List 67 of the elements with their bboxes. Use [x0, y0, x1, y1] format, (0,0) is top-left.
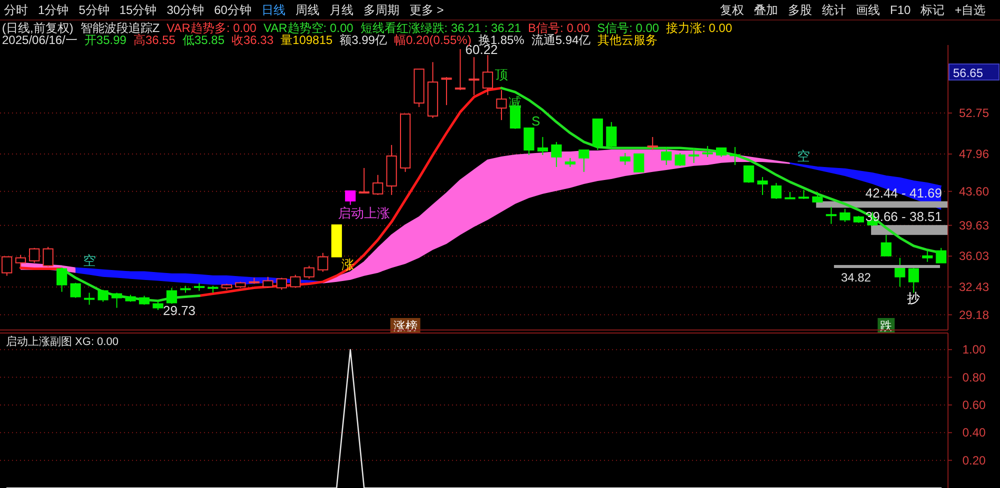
text: 分时 [4, 2, 28, 18]
annotation: 开35.99 [84, 32, 126, 48]
annotation: 高36.55 [133, 32, 176, 48]
annotation: 空 [797, 148, 810, 164]
text: 多周期 [363, 2, 400, 18]
annotation: 减 [508, 94, 522, 110]
y-tick-label: 36.03 [958, 249, 990, 264]
candlestick [386, 144, 397, 196]
annotation: 低35.85 [182, 32, 224, 48]
candlestick [496, 90, 507, 121]
candlestick [468, 56, 480, 96]
text: VAR趋势空: 0.00 [263, 20, 354, 34]
annotation: 幅0.20(0.55%) [394, 32, 472, 46]
y-tick-label: 0.40 [962, 426, 986, 440]
text: 1分钟 [38, 2, 69, 18]
text: VAR趋势多: 0.00 [166, 20, 256, 34]
y-tick-label: 47.96 [958, 147, 990, 162]
y-tick-label: 1.00 [962, 342, 986, 357]
text: 智能波段追踪Z [80, 20, 160, 34]
annotation: 换1.85% [478, 32, 524, 46]
text: 复权 [720, 2, 744, 18]
text: 统计 [822, 2, 846, 18]
chart-title: 启动上涨副图 XG: 0.00 [6, 335, 118, 348]
annotation: 额3.99亿 [340, 32, 387, 48]
text: 多股 [788, 2, 812, 18]
annotation: 流通5.94亿 [531, 32, 591, 48]
annotation: 顶 [494, 67, 508, 82]
annotation: 空 [82, 252, 96, 268]
text: 日线 [261, 2, 286, 18]
ref-line-label: 34.82 [840, 270, 872, 284]
text: 56.65 [953, 66, 984, 80]
annotation: 收36.33 [232, 32, 274, 48]
text: 60分钟 [214, 2, 252, 18]
annotation: 抄 [907, 290, 920, 306]
annotation: 启动上涨 [338, 206, 390, 221]
y-tick-label: 52.75 [958, 106, 990, 120]
y-tick-label: 32.43 [958, 280, 990, 294]
annotation: 量109815 [280, 32, 333, 48]
text: 叠加 [754, 2, 778, 18]
text: 更多 > [409, 2, 444, 18]
text: 30分钟 [166, 2, 204, 18]
text: 15分钟 [119, 2, 157, 18]
annotation: S [531, 113, 540, 128]
text: 标记 [920, 2, 945, 18]
chart-title: (日线,前复权) [2, 20, 74, 35]
annotation: 涨 [342, 257, 355, 272]
text: +自选 [954, 2, 986, 18]
y-tick-label: 0.60 [962, 398, 986, 412]
y-tick-label: 0.20 [962, 453, 986, 468]
y-tick-label: 0.80 [962, 370, 986, 384]
text: 5分钟 [78, 2, 110, 18]
text: 周线 [295, 2, 320, 18]
text: 接力涨: 0.00 [666, 20, 732, 36]
text: 月线 [329, 2, 354, 18]
candlestick [730, 146, 740, 166]
y-tick-label: 39.63 [958, 218, 990, 232]
text: 短线看红涨绿跌: 36.21 : 36.21 [360, 20, 522, 34]
y-tick-label: 43.60 [958, 184, 990, 198]
text: F10 [890, 3, 911, 17]
y-tick-label: 29.18 [958, 308, 990, 322]
text: 画线 [856, 2, 880, 18]
text: B信号: 0.00 [528, 20, 590, 34]
candlestick [482, 54, 494, 96]
text: S信号: 0.00 [597, 20, 660, 34]
annotation: 其他云服务 [598, 32, 658, 48]
annotation: 29.73 [163, 303, 196, 318]
candlestick [661, 146, 672, 166]
